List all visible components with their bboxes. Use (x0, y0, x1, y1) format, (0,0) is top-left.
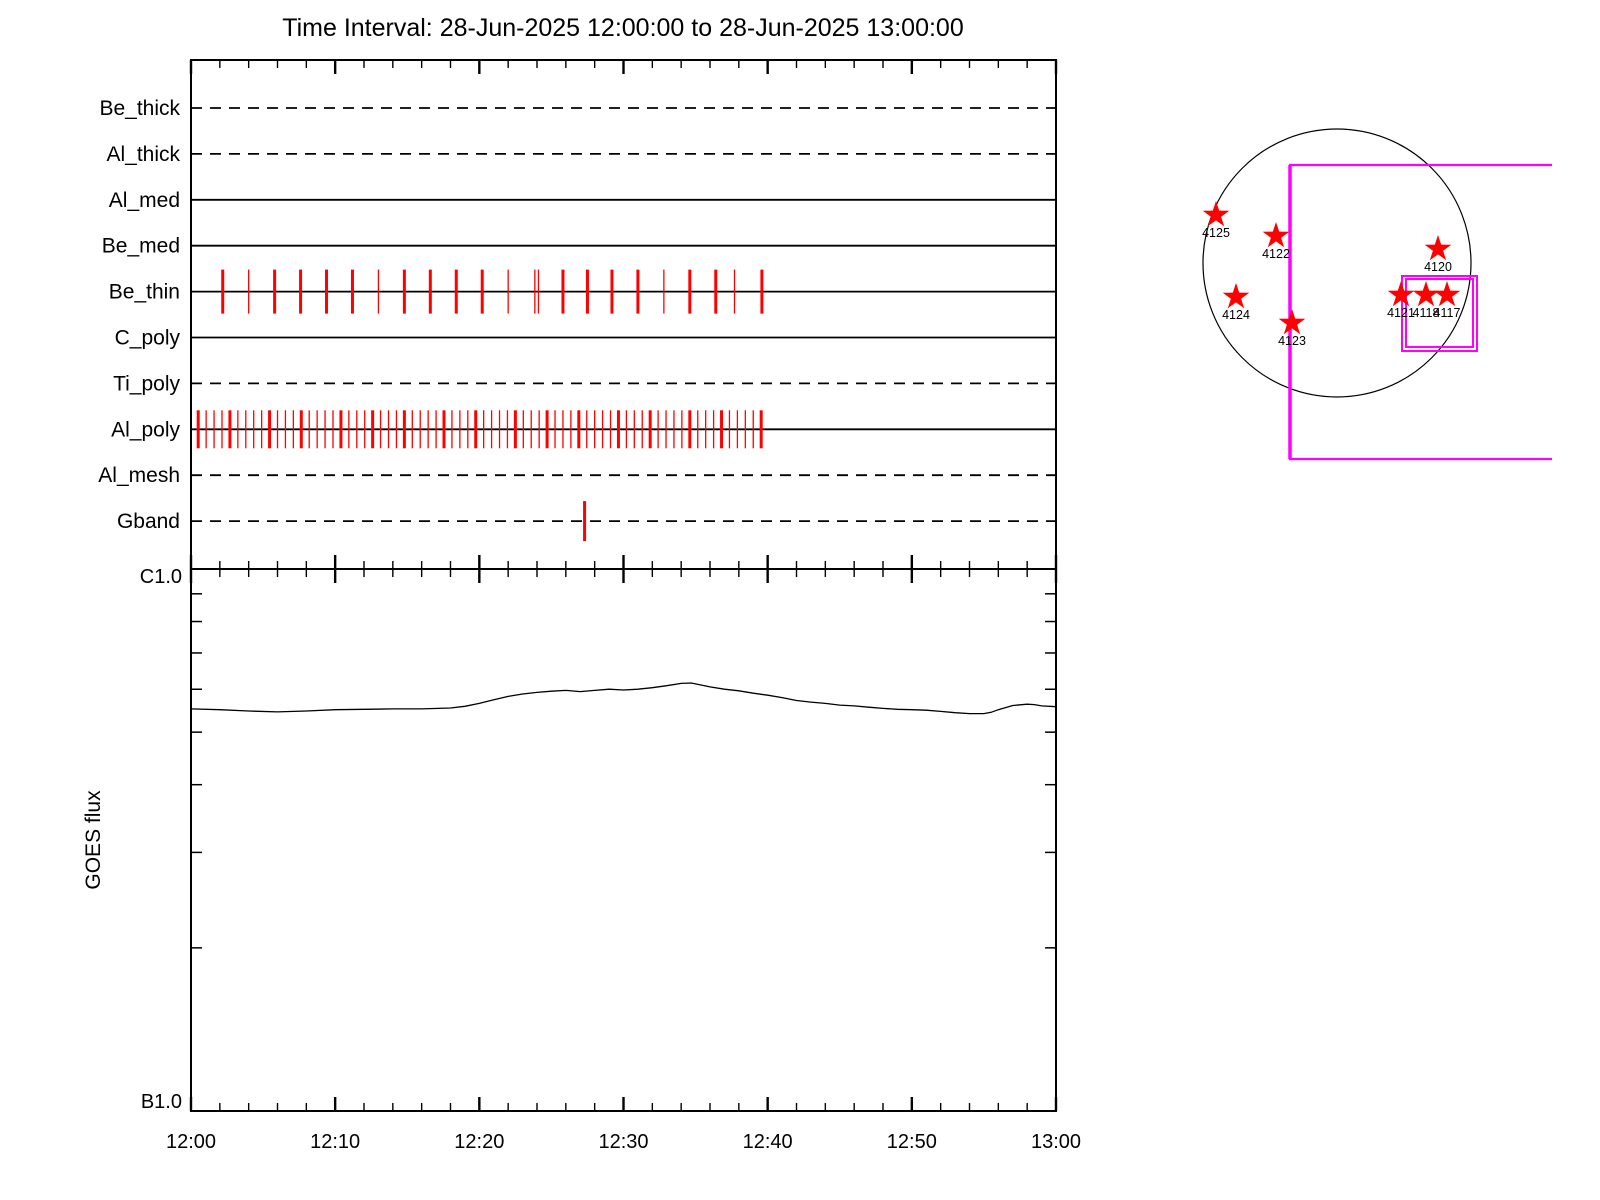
active-region-label-4117: 4117 (1434, 306, 1461, 320)
x-tick-label: 12:00 (166, 1131, 216, 1153)
filter-label-be_thin: Be_thin (109, 281, 180, 304)
filter-label-al_thick: Al_thick (106, 143, 180, 166)
page-title: Time Interval: 28-Jun-2025 12:00:00 to 2… (282, 14, 964, 42)
timeline-frame (190, 59, 1057, 570)
active-region-star-4123 (1278, 309, 1306, 335)
filter-label-al_mesh: Al_mesh (98, 464, 180, 487)
active-region-star-4125 (1202, 201, 1230, 227)
filter-label-al_med: Al_med (109, 189, 180, 212)
y-axis-bottom-label: B1.0 (141, 1091, 182, 1113)
active-region-label-4125: 4125 (1202, 226, 1230, 240)
fov-rect-small (1401, 275, 1478, 352)
goes-ylabel: GOES flux (82, 790, 105, 890)
x-tick-label: 12:30 (598, 1131, 648, 1153)
filter-label-ti_poly: Ti_poly (113, 372, 180, 395)
x-tick-label: 12:10 (310, 1131, 360, 1153)
active-region-star-4122 (1262, 222, 1290, 248)
active-region-label-4122: 4122 (1262, 247, 1290, 261)
active-region-star-4118 (1412, 281, 1440, 307)
x-tick-label: 12:40 (743, 1131, 793, 1153)
active-region-star-4117 (1433, 281, 1461, 307)
goes-flux-curve (190, 682, 1057, 715)
x-tick-label: 12:50 (887, 1131, 937, 1153)
y-axis-top-label: C1.0 (140, 566, 182, 588)
x-tick-label: 12:20 (454, 1131, 504, 1153)
active-region-star-4121 (1387, 281, 1415, 307)
active-region-label-4120: 4120 (1424, 260, 1452, 274)
fov-rect-small (1405, 278, 1474, 348)
filter-label-be_thick: Be_thick (99, 97, 180, 120)
filter-label-be_med: Be_med (102, 235, 180, 258)
filter-label-gband: Gband (117, 510, 180, 533)
active-region-star-4120 (1424, 235, 1452, 261)
filter-label-c_poly: C_poly (115, 327, 181, 350)
filter-label-al_poly: Al_poly (111, 418, 180, 441)
active-region-label-4123: 4123 (1278, 334, 1306, 348)
active-region-label-4124: 4124 (1222, 308, 1250, 322)
x-tick-label: 13:00 (1031, 1131, 1081, 1153)
active-region-label-4121: 4121 (1387, 306, 1415, 320)
goes-frame (190, 568, 1057, 1112)
active-region-label-4118: 4118 (1413, 306, 1440, 320)
solar-limb-circle (1202, 128, 1472, 398)
active-region-star-4124 (1222, 283, 1250, 309)
